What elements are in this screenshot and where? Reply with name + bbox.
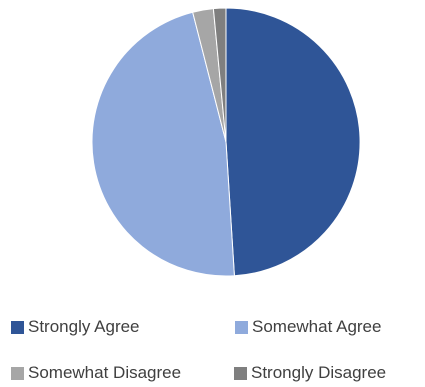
legend-item-strongly-agree: Strongly Agree	[11, 316, 140, 338]
legend-label-somewhat-agree: Somewhat Agree	[252, 317, 382, 336]
legend-swatch-somewhat-disagree	[11, 366, 24, 380]
legend-swatch-strongly-disagree	[234, 366, 247, 380]
pie-slice-somewhat-agree	[91, 11, 235, 277]
legend-label-somewhat-disagree: Somewhat Disagree	[28, 363, 182, 382]
pie-slice-strongly-agree	[225, 7, 361, 277]
pie-chart	[91, 7, 361, 277]
legend-label-strongly-disagree: Strongly Disagree	[251, 363, 387, 382]
legend-label-strongly-agree: Strongly Agree	[28, 317, 140, 336]
legend-item-somewhat-disagree: Somewhat Disagree	[11, 362, 181, 384]
legend-item-strongly-disagree: Strongly Disagree	[234, 362, 386, 384]
legend-swatch-somewhat-agree	[235, 320, 248, 334]
legend-swatch-strongly-agree	[11, 320, 24, 334]
pie-slice-strongly-disagree	[212, 7, 227, 143]
legend-item-somewhat-agree: Somewhat Agree	[235, 316, 381, 338]
